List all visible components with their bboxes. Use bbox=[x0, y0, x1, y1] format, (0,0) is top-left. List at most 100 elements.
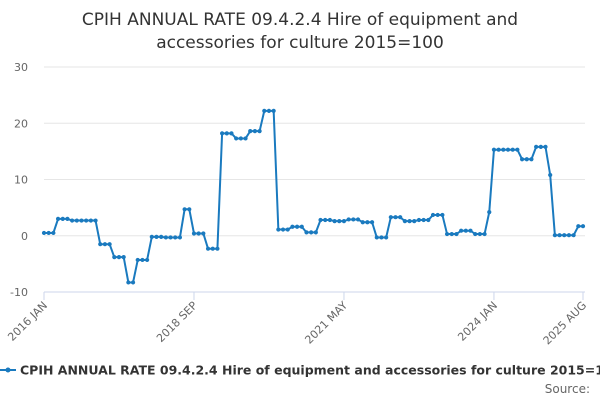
data-point[interactable] bbox=[55, 216, 61, 221]
data-point[interactable] bbox=[187, 207, 192, 212]
data-point[interactable] bbox=[369, 220, 375, 225]
data-point[interactable] bbox=[463, 228, 468, 233]
data-point[interactable] bbox=[468, 228, 473, 233]
data-point[interactable] bbox=[487, 210, 492, 215]
data-point[interactable] bbox=[444, 231, 450, 237]
data-point[interactable] bbox=[379, 235, 384, 240]
data-point[interactable] bbox=[473, 231, 478, 237]
data-point[interactable] bbox=[548, 172, 553, 178]
data-point[interactable] bbox=[505, 147, 511, 152]
data-point[interactable] bbox=[501, 147, 506, 152]
data-point[interactable] bbox=[360, 220, 365, 225]
data-point[interactable] bbox=[477, 231, 482, 237]
data-point[interactable] bbox=[145, 257, 150, 263]
data-point[interactable] bbox=[459, 228, 464, 233]
data-point[interactable] bbox=[571, 233, 576, 238]
data-point[interactable] bbox=[163, 235, 168, 240]
data-point[interactable] bbox=[88, 218, 93, 223]
data-point[interactable] bbox=[327, 217, 333, 223]
data-point[interactable] bbox=[534, 144, 539, 149]
data-point[interactable] bbox=[449, 231, 454, 237]
data-point[interactable] bbox=[205, 246, 211, 251]
data-point[interactable] bbox=[121, 255, 126, 260]
data-point[interactable] bbox=[562, 233, 567, 238]
data-point[interactable] bbox=[318, 217, 323, 223]
data-point[interactable] bbox=[407, 219, 412, 224]
data-point[interactable] bbox=[93, 218, 98, 223]
data-point[interactable] bbox=[421, 217, 426, 223]
data-point[interactable] bbox=[435, 212, 440, 218]
data-point[interactable] bbox=[552, 233, 557, 238]
data-point[interactable] bbox=[252, 129, 258, 134]
data-point[interactable] bbox=[159, 234, 164, 239]
data-point[interactable] bbox=[440, 212, 445, 218]
data-point[interactable] bbox=[210, 246, 215, 251]
data-point[interactable] bbox=[262, 108, 267, 113]
data-point[interactable] bbox=[341, 219, 347, 224]
data-point[interactable] bbox=[332, 219, 337, 224]
data-point[interactable] bbox=[557, 233, 562, 238]
data-point[interactable] bbox=[299, 224, 304, 229]
data-point[interactable] bbox=[285, 227, 290, 232]
data-point[interactable] bbox=[248, 129, 253, 134]
data-point[interactable] bbox=[374, 235, 379, 240]
data-point[interactable] bbox=[496, 147, 501, 152]
data-point[interactable] bbox=[294, 224, 300, 229]
data-point[interactable] bbox=[426, 217, 431, 223]
data-point[interactable] bbox=[135, 257, 140, 263]
data-point[interactable] bbox=[351, 217, 356, 222]
data-point[interactable] bbox=[112, 255, 117, 260]
data-point[interactable] bbox=[65, 216, 70, 221]
data-point[interactable] bbox=[168, 235, 173, 240]
data-point[interactable] bbox=[60, 216, 65, 221]
data-point[interactable] bbox=[398, 215, 403, 220]
data-point[interactable] bbox=[290, 224, 295, 229]
data-point[interactable] bbox=[416, 217, 422, 223]
data-point[interactable] bbox=[182, 207, 187, 212]
data-point[interactable] bbox=[388, 215, 393, 220]
data-point[interactable] bbox=[346, 217, 351, 222]
data-point[interactable] bbox=[116, 255, 122, 260]
data-point[interactable] bbox=[196, 231, 201, 236]
data-point[interactable] bbox=[454, 231, 459, 237]
data-point[interactable] bbox=[365, 220, 370, 225]
data-point[interactable] bbox=[491, 147, 497, 152]
data-point[interactable] bbox=[304, 230, 309, 235]
data-point[interactable] bbox=[266, 108, 272, 113]
data-point[interactable] bbox=[41, 230, 47, 236]
data-point[interactable] bbox=[337, 219, 342, 224]
data-point[interactable] bbox=[519, 157, 525, 162]
data-point[interactable] bbox=[177, 235, 183, 240]
data-point[interactable] bbox=[402, 219, 407, 224]
data-point[interactable] bbox=[580, 224, 586, 229]
data-point[interactable] bbox=[384, 235, 389, 240]
data-point[interactable] bbox=[238, 136, 243, 141]
data-point[interactable] bbox=[482, 231, 487, 237]
data-point[interactable] bbox=[355, 217, 361, 222]
data-point[interactable] bbox=[524, 157, 529, 162]
data-point[interactable] bbox=[79, 218, 84, 223]
data-point[interactable] bbox=[313, 230, 318, 235]
data-point[interactable] bbox=[74, 218, 79, 223]
data-point[interactable] bbox=[430, 212, 436, 218]
data-point[interactable] bbox=[510, 147, 515, 152]
data-point[interactable] bbox=[51, 230, 56, 236]
data-point[interactable] bbox=[154, 234, 159, 239]
data-point[interactable] bbox=[201, 231, 206, 236]
data-point[interactable] bbox=[102, 242, 108, 247]
data-point[interactable] bbox=[107, 242, 112, 247]
data-point[interactable] bbox=[220, 131, 225, 136]
data-point[interactable] bbox=[280, 227, 286, 232]
data-point[interactable] bbox=[323, 217, 328, 223]
data-point[interactable] bbox=[84, 218, 89, 223]
data-point[interactable] bbox=[191, 231, 197, 236]
data-point[interactable] bbox=[140, 257, 145, 263]
data-point[interactable] bbox=[215, 246, 220, 251]
data-point[interactable] bbox=[538, 144, 543, 149]
legend-item[interactable]: CPIH ANNUAL RATE 09.4.2.4 Hire of equipm… bbox=[0, 363, 600, 378]
data-point[interactable] bbox=[257, 129, 262, 134]
data-point[interactable] bbox=[98, 242, 103, 247]
data-point[interactable] bbox=[130, 280, 136, 285]
data-point[interactable] bbox=[234, 136, 239, 141]
data-point[interactable] bbox=[566, 233, 572, 238]
